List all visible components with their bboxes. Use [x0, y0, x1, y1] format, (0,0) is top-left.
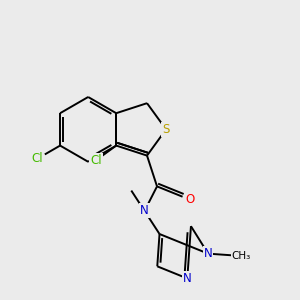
Text: CH₃: CH₃: [232, 251, 251, 261]
Text: O: O: [186, 193, 195, 206]
Text: N: N: [183, 272, 192, 285]
Text: Cl: Cl: [32, 152, 43, 165]
Text: N: N: [204, 247, 212, 260]
Text: S: S: [162, 123, 170, 136]
Text: N: N: [140, 204, 149, 218]
Text: Cl: Cl: [90, 154, 102, 167]
